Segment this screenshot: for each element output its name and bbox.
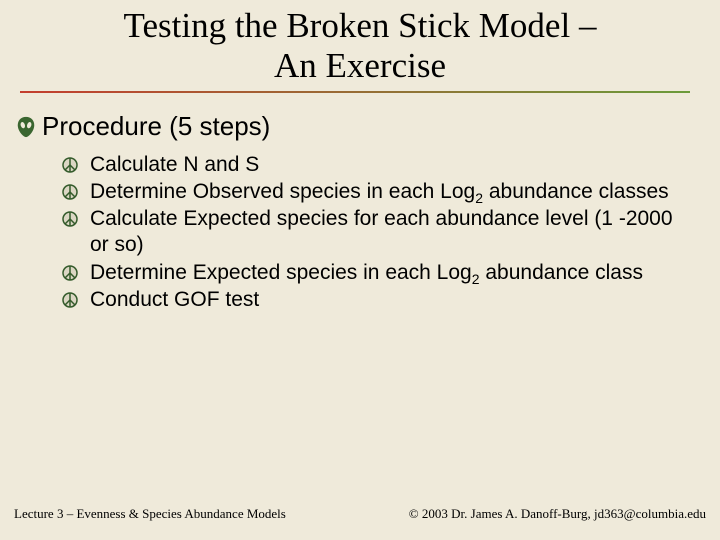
- slide-title: Testing the Broken Stick Model – An Exer…: [0, 0, 720, 87]
- peace-icon: [62, 184, 78, 200]
- footer-left: Lecture 3 – Evenness & Species Abundance…: [14, 506, 286, 522]
- peace-icon: [62, 157, 78, 173]
- step-text: Determine Observed species in each Log2 …: [90, 179, 669, 205]
- footer-right: © 2003 Dr. James A. Danoff-Burg, jd363@c…: [409, 506, 706, 522]
- list-item: Calculate N and S: [62, 152, 690, 178]
- step-text: Determine Expected species in each Log2 …: [90, 260, 643, 286]
- list-item: Determine Observed species in each Log2 …: [62, 179, 690, 205]
- peace-icon: [62, 211, 78, 227]
- footer: Lecture 3 – Evenness & Species Abundance…: [14, 506, 706, 522]
- title-line2: An Exercise: [0, 46, 720, 86]
- list-item: Conduct GOF test: [62, 287, 690, 313]
- title-underline: [20, 91, 690, 93]
- list-item: Determine Expected species in each Log2 …: [62, 260, 690, 286]
- list-item: Calculate Expected species for each abun…: [62, 206, 690, 259]
- step-text: Calculate N and S: [90, 152, 259, 178]
- alien-icon: [16, 116, 36, 138]
- heading-row: Procedure (5 steps): [16, 111, 720, 142]
- title-line1: Testing the Broken Stick Model –: [0, 6, 720, 46]
- step-text: Conduct GOF test: [90, 287, 259, 313]
- procedure-heading: Procedure (5 steps): [42, 111, 270, 142]
- peace-icon: [62, 292, 78, 308]
- steps-list: Calculate N and S Determine Observed spe…: [62, 152, 690, 314]
- peace-icon: [62, 265, 78, 281]
- step-text: Calculate Expected species for each abun…: [90, 206, 690, 259]
